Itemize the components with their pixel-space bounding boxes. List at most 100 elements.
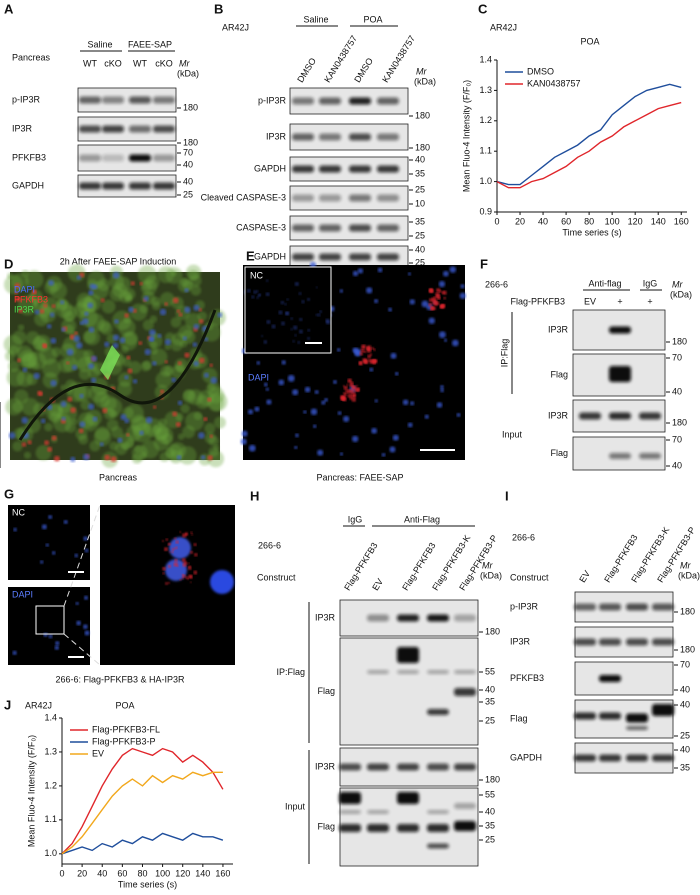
- cell-dot: [49, 312, 55, 318]
- legend-label: Flag-PFKFB3-FL: [92, 724, 160, 734]
- blot-band: [292, 224, 314, 232]
- blot-band: [377, 97, 399, 105]
- cell-dot: [66, 361, 70, 365]
- cell-dot: [12, 330, 27, 345]
- cell-dot: [117, 433, 135, 450]
- cell-dot: [117, 372, 133, 387]
- mr-label: Mr: [179, 58, 190, 68]
- cell-dot: [39, 346, 57, 365]
- cell-dot: [315, 313, 318, 316]
- cell-dot: [176, 309, 181, 313]
- cell-dot: [286, 298, 289, 301]
- blot-band: [367, 824, 389, 832]
- blot-band: [292, 165, 314, 173]
- cell-dot: [120, 413, 127, 421]
- cell-dot: [7, 360, 20, 372]
- cell-dot: [89, 283, 96, 290]
- cell-dot: [149, 315, 158, 323]
- cell-dot: [349, 382, 354, 387]
- cell-dot: [100, 298, 105, 303]
- cell-line: 266-6: [258, 540, 281, 550]
- mr-label: Mr: [672, 279, 683, 289]
- mr-label: Mr: [482, 560, 493, 570]
- blot-band: [427, 824, 449, 832]
- cell-dot: [265, 387, 269, 391]
- cell-dot: [44, 440, 50, 446]
- cell-dot: [126, 355, 131, 360]
- cell-dot: [360, 348, 364, 352]
- marker-label: 40: [680, 744, 690, 754]
- data-line: [496, 83, 682, 186]
- cell-dot: [150, 347, 158, 355]
- cell-dot: [321, 400, 326, 405]
- marker-label: 35: [680, 762, 690, 772]
- cell-dot: [428, 298, 433, 302]
- cell-dot: [298, 292, 302, 295]
- blot-band: [579, 412, 601, 420]
- marker-label: 180: [415, 142, 430, 152]
- cell-dot: [181, 558, 186, 562]
- legend-label: KAN0438757: [527, 78, 581, 88]
- cell-dot: [139, 430, 144, 436]
- blot-band: [153, 182, 175, 190]
- section-label: IP:Flag: [276, 667, 305, 677]
- cell-dot: [409, 299, 415, 305]
- cell-dot: [84, 548, 89, 553]
- cell-dot: [347, 378, 352, 383]
- cell-dot: [193, 543, 197, 547]
- cell-dot: [319, 310, 323, 314]
- cell-dot: [189, 575, 192, 578]
- blot-band: [454, 763, 476, 771]
- cell-dot: [451, 339, 459, 347]
- lane-label: KAN0438757: [380, 34, 417, 85]
- lane-label: EV: [584, 296, 596, 306]
- x-tick-label: 100: [605, 216, 620, 226]
- data-line: [61, 771, 223, 855]
- blot-band: [427, 810, 449, 814]
- cell-dot: [312, 424, 317, 429]
- cell-dot: [198, 357, 205, 364]
- group-header: IgG: [643, 278, 658, 288]
- cell-dot: [263, 382, 268, 387]
- cell-dot: [349, 397, 353, 400]
- cell-dot: [193, 323, 200, 330]
- cell-dot: [198, 432, 205, 439]
- caption: Pancreas: FAEE-SAP: [316, 472, 403, 482]
- cell-dot: [440, 385, 444, 389]
- cell-dot: [424, 414, 429, 419]
- cell-dot: [84, 630, 90, 636]
- blot-band: [609, 326, 631, 334]
- chart-title: POA: [580, 36, 599, 46]
- mr-unit: (kDa): [177, 68, 199, 78]
- cell-dot: [3, 275, 24, 295]
- row-label: Cleaved CASPASE-3: [201, 192, 286, 202]
- cell-dot: [443, 270, 449, 277]
- caption: 266-6: Flag-PFKFB3 & HA-IP3R: [55, 674, 185, 684]
- cell-dot: [187, 578, 189, 581]
- blot-band: [367, 670, 389, 674]
- group-header: Anti-flag: [588, 278, 621, 288]
- lane-label: cKO: [104, 58, 122, 68]
- channel-label: DAPI: [248, 372, 269, 382]
- cell-dot: [374, 298, 379, 304]
- blot-band: [319, 253, 341, 261]
- x-tick-label: 60: [561, 216, 571, 226]
- y-tick-label: 1.4: [479, 54, 492, 64]
- cell-dot: [34, 309, 40, 315]
- cell-dot: [90, 377, 97, 383]
- blot-band: [339, 792, 361, 804]
- panel-label: B: [214, 1, 223, 16]
- cell-dot: [190, 550, 193, 554]
- cell-dot: [145, 416, 153, 424]
- cell-dot: [261, 335, 264, 338]
- cell-dot: [55, 641, 60, 646]
- row-label: IP3R: [266, 131, 287, 141]
- blot-band: [397, 647, 419, 663]
- group-header: Saline: [87, 39, 112, 49]
- cell-dot: [97, 319, 111, 333]
- cell-dot: [83, 595, 89, 600]
- cell-dot: [21, 442, 27, 447]
- cell-dot: [197, 311, 208, 322]
- group-header: Saline: [303, 14, 328, 24]
- blot-band: [574, 638, 596, 646]
